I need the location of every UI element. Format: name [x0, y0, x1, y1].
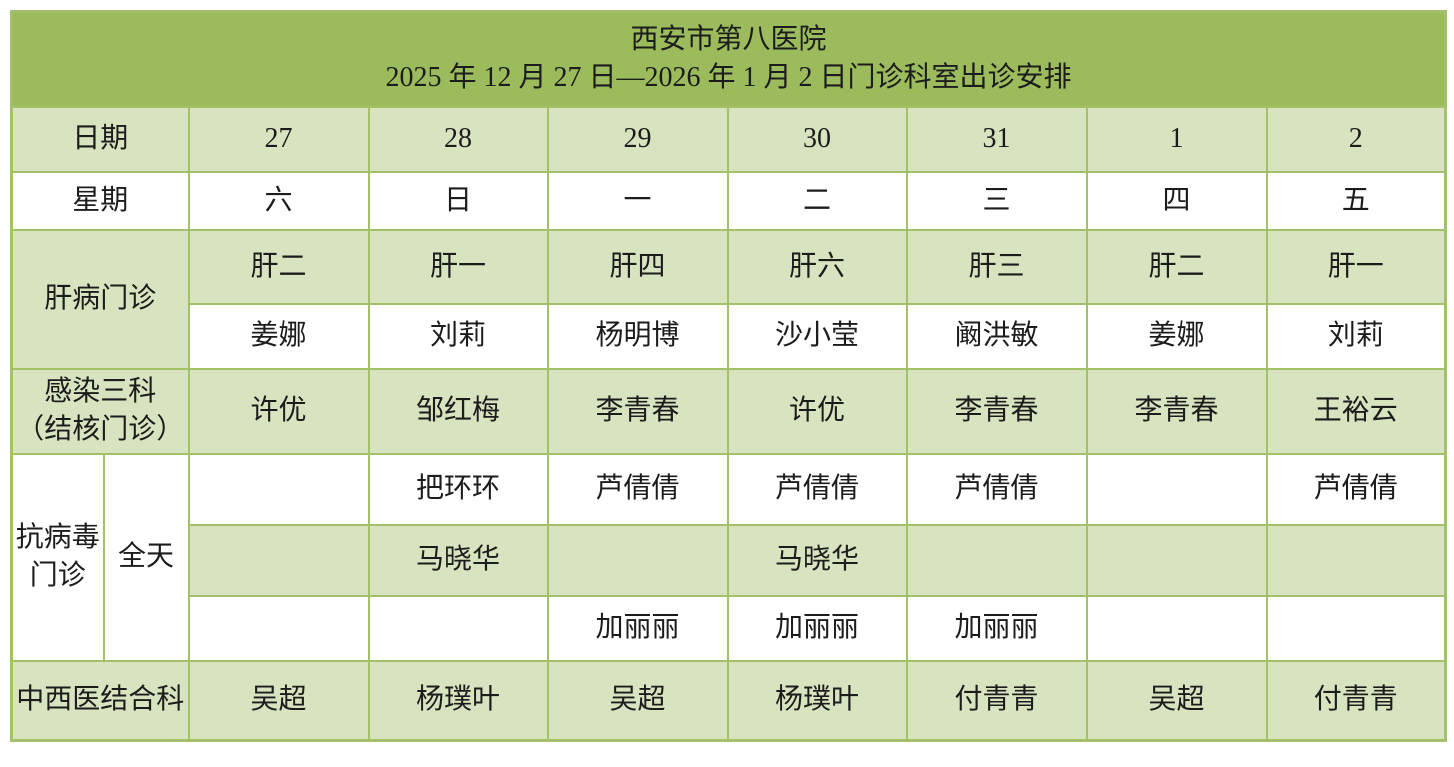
infection-doctor-cell: 邹红梅: [367, 367, 549, 455]
weekday-cell: 日: [367, 170, 549, 231]
liver-clinic-unit-row: 肝病门诊 肝二 肝一 肝四 肝六 肝三 肝二 肝一: [10, 228, 1447, 370]
antiviral-doctor-cell: [1085, 523, 1268, 597]
antiviral-doctor-cell: 芦倩倩: [546, 452, 729, 526]
liver-doctor-cell: 姜娜: [1085, 302, 1268, 370]
weekday-cell: 一: [546, 170, 729, 231]
hospital-name: 西安市第八医院: [630, 24, 827, 56]
antiviral-doctor-cell: 加丽丽: [905, 594, 1088, 662]
integrative-doctor-cell: 付青青: [1265, 659, 1447, 742]
weekday-cell: 四: [1085, 170, 1268, 231]
weekday-cell: 二: [726, 170, 908, 231]
liver-doctor-cell: 姜娜: [187, 302, 370, 370]
infection-doctor-cell: 王裕云: [1265, 367, 1447, 455]
infection-doctor-cell: 李青春: [1085, 367, 1268, 455]
antiviral-doctor-cell: [1085, 452, 1268, 526]
liver-unit-cell: 肝六: [726, 228, 908, 305]
row-label-integrative-dept: 中西医结合科: [10, 659, 190, 742]
infection-doctor-cell: 李青春: [546, 367, 729, 455]
antiviral-row-2: 马晓华 马晓华: [12, 523, 1447, 597]
antiviral-doctor-cell: 把环环: [367, 452, 549, 526]
antiviral-doctor-cell: [546, 523, 729, 597]
integrative-doctor-cell: 吴超: [546, 659, 729, 742]
integrative-dept-row: 中西医结合科 吴超 杨璞叶 吴超 杨璞叶 付青青 吴超 付青青: [10, 659, 1447, 742]
date-cell: 31: [905, 105, 1088, 173]
antiviral-doctor-cell: 加丽丽: [726, 594, 908, 662]
date-cell: 28: [367, 105, 549, 173]
integrative-doctor-cell: 吴超: [1085, 659, 1268, 742]
row-label-all-day: 全天: [102, 452, 190, 662]
date-cell: 1: [1085, 105, 1268, 173]
date-cell: 27: [187, 105, 370, 173]
liver-unit-cell: 肝二: [1085, 228, 1268, 305]
date-cell: 30: [726, 105, 908, 173]
integrative-doctor-cell: 吴超: [187, 659, 370, 742]
liver-unit-cell: 肝四: [546, 228, 729, 305]
integrative-doctor-cell: 杨璞叶: [726, 659, 908, 742]
antiviral-doctor-cell: [1085, 594, 1268, 662]
liver-doctor-cell: 刘莉: [367, 302, 549, 370]
antiviral-doctor-cell: 芦倩倩: [905, 452, 1088, 526]
infection-dept-subname: （结核门诊）: [16, 414, 185, 445]
schedule-table: 西安市第八医院 2025 年 12 月 27 日—2026 年 1 月 2 日门…: [10, 10, 1448, 742]
liver-unit-cell: 肝三: [905, 228, 1088, 305]
weekday-cell: 六: [187, 170, 370, 231]
infection-dept-name: 感染三科: [44, 376, 157, 408]
integrative-doctor-cell: 杨璞叶: [367, 659, 549, 742]
weekday-cell: 五: [1265, 170, 1447, 231]
liver-unit-cell: 肝二: [187, 228, 370, 305]
row-label-infection-dept: 感染三科 （结核门诊）: [10, 367, 190, 455]
liver-doctor-cell: 刘莉: [1265, 302, 1447, 370]
date-cell: 2: [1265, 105, 1447, 173]
infection-doctor-cell: 李青春: [905, 367, 1088, 455]
infection-doctor-cell: 许优: [726, 367, 908, 455]
schedule-date-range: 2025 年 12 月 27 日—2026 年 1 月 2 日门诊科室出诊安排: [385, 62, 1072, 94]
liver-doctor-cell: 杨明博: [546, 302, 729, 370]
date-row: 日期 27 28 29 30 31 1 2: [10, 105, 1447, 173]
infection-doctor-cell: 许优: [187, 367, 370, 455]
liver-unit-cell: 肝一: [367, 228, 549, 305]
row-label-liver-clinic: 肝病门诊: [10, 228, 190, 370]
liver-unit-cell: 肝一: [1265, 228, 1447, 305]
antiviral-doctor-cell: 芦倩倩: [1265, 452, 1447, 526]
antiviral-doctor-cell: 加丽丽: [546, 594, 729, 662]
antiviral-doctor-cell: 芦倩倩: [726, 452, 908, 526]
liver-doctor-cell: 阚洪敏: [905, 302, 1088, 370]
antiviral-doctor-cell: [1265, 523, 1447, 597]
infection-dept-row: 感染三科 （结核门诊） 许优 邹红梅 李青春 许优 李青春 李青春 王裕云: [10, 367, 1447, 455]
antiviral-doctor-cell: [187, 594, 370, 662]
row-label-week: 星期: [10, 170, 190, 231]
antiviral-doctor-cell: [187, 452, 370, 526]
liver-clinic-doctor-row: 姜娜 刘莉 杨明博 沙小莹 阚洪敏 姜娜 刘莉: [12, 302, 1447, 370]
antiviral-doctor-cell: [905, 523, 1088, 597]
liver-doctor-cell: 沙小莹: [726, 302, 908, 370]
integrative-doctor-cell: 付青青: [905, 659, 1088, 742]
antiviral-doctor-cell: 马晓华: [726, 523, 908, 597]
date-cell: 29: [546, 105, 729, 173]
weekday-row: 星期 六 日 一 二 三 四 五: [10, 170, 1447, 231]
antiviral-row-1: 抗病毒门诊 全天 把环环 芦倩倩 芦倩倩 芦倩倩 芦倩倩: [10, 452, 1447, 662]
antiviral-doctor-cell: [367, 594, 549, 662]
title-row: 西安市第八医院 2025 年 12 月 27 日—2026 年 1 月 2 日门…: [10, 10, 1447, 108]
antiviral-doctor-cell: [1265, 594, 1447, 662]
weekday-cell: 三: [905, 170, 1088, 231]
antiviral-doctor-cell: 马晓华: [367, 523, 549, 597]
row-label-date: 日期: [10, 105, 190, 173]
table-title: 西安市第八医院 2025 年 12 月 27 日—2026 年 1 月 2 日门…: [10, 10, 1447, 108]
antiviral-row-3: 加丽丽 加丽丽 加丽丽: [12, 594, 1447, 662]
row-label-antiviral-clinic: 抗病毒门诊: [10, 452, 105, 662]
antiviral-doctor-cell: [187, 523, 370, 597]
